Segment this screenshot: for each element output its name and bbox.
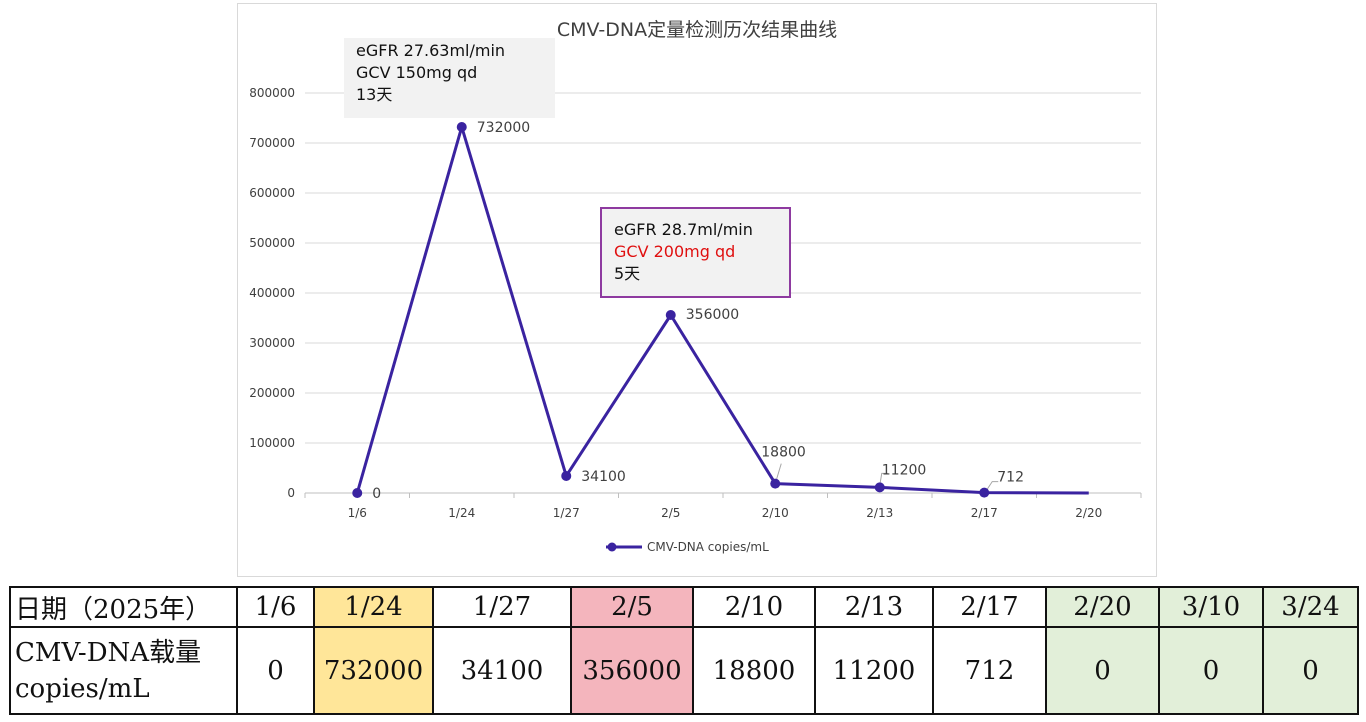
value-row: CMV-DNA载量 copies/mL 0 732000 34100 35600… [9,626,1359,715]
date-row: 日期（2025年） 1/6 1/24 1/27 2/5 2/10 2/13 2/… [9,586,1359,628]
value-row-header-line-2: copies/mL [15,673,150,704]
date-cell: 1/6 [236,586,315,628]
data-point [979,487,990,498]
x-tick-label: 2/10 [762,506,789,520]
date-cell: 2/17 [932,586,1047,628]
data-point [665,310,676,320]
value-cell: 712 [932,626,1047,715]
label-leader-line [985,481,999,491]
data-label: 34100 [581,469,626,485]
date-cell: 1/27 [432,586,572,628]
date-cell: 1/24 [313,586,434,628]
data-points [352,122,990,498]
value-cell: 0 [1045,626,1160,715]
date-cell: 3/24 [1262,586,1359,628]
date-cell: 3/10 [1158,586,1264,628]
y-tick-label: 800000 [249,86,295,100]
x-tick-label: 2/5 [661,506,680,520]
annotation-2-line-2: GCV 200mg qd [614,242,736,261]
value-cell: 11200 [814,626,934,715]
y-tick-label: 0 [287,486,295,500]
date-cell: 2/13 [814,586,934,628]
annotation-box-1: eGFR 27.63ml/min GCV 150mg qd 13天 [344,38,555,118]
data-label: 712 [997,470,1024,486]
y-tick-label: 600000 [249,186,295,200]
value-cell: 18800 [692,626,816,715]
y-tick-label: 300000 [249,336,295,350]
data-point [770,478,781,489]
data-label: 11200 [882,462,927,478]
value-cell: 0 [236,626,315,715]
label-leader-line [879,472,888,486]
value-cell: 732000 [313,626,434,715]
value-cell: 0 [1262,626,1359,715]
x-tick-label: 1/27 [553,506,580,520]
value-row-header-line-1: CMV-DNA载量 [15,637,202,668]
value-cell: 356000 [570,626,694,715]
x-axis: 1/6 1/24 1/27 2/5 2/10 2/13 2/17 2/20 [304,492,1142,520]
legend: CMV-DNA copies/mL [606,540,769,554]
value-cell: 34100 [432,626,572,715]
annotation-1-line-3: 13天 [356,85,393,104]
y-tick-labels: 0 100000 200000 300000 400000 500000 600000 700… [249,86,295,500]
y-tick-label: 700000 [249,136,295,150]
y-tick-label: 400000 [249,286,295,300]
date-cell: 2/10 [692,586,816,628]
annotation-2-line-1: eGFR 28.7ml/min [614,220,753,239]
annotation-1-line-1: eGFR 27.63ml/min [356,41,506,60]
annotation-2-line-3: 5天 [614,264,641,283]
results-table: 日期（2025年） 1/6 1/24 1/27 2/5 2/10 2/13 2/… [9,586,1359,715]
data-labels: 0 732000 34100 356000 18800 11200 712 [372,120,1024,502]
x-tick-label: 1/24 [448,506,475,520]
date-cell: 2/20 [1045,586,1160,628]
annotation-1-line-2: GCV 150mg qd [356,63,478,82]
series-line-path [355,125,1089,495]
data-point [456,122,467,132]
data-point [352,488,363,498]
date-cell: 2/5 [570,586,694,628]
legend-marker [607,542,617,552]
data-label: 0 [372,486,381,502]
data-label: 356000 [686,307,739,323]
y-tick-label: 200000 [249,386,295,400]
line-chart: CMV-DNA定量检测历次结果曲线 0 100000 200000 300000 400… [249,19,1142,554]
y-tick-label: 500000 [249,236,295,250]
value-cell: 0 [1158,626,1264,715]
x-tick-label: 1/6 [348,506,367,520]
x-tick-label: 2/13 [866,506,893,520]
value-row-header: CMV-DNA载量 copies/mL [9,626,238,715]
legend-label: CMV-DNA copies/mL [647,540,769,554]
data-point [874,482,885,493]
chart-title: CMV-DNA定量检测历次结果曲线 [557,19,837,41]
annotation-box-2: eGFR 28.7ml/min GCV 200mg qd 5天 [600,207,791,298]
y-tick-label: 100000 [249,436,295,450]
series-line [355,125,1089,495]
data-point [561,470,572,481]
date-row-header: 日期（2025年） [9,586,238,628]
x-tick-label: 2/20 [1075,506,1102,520]
x-tick-label: 2/17 [971,506,998,520]
data-label: 18800 [761,445,806,461]
data-label: 732000 [477,120,530,136]
